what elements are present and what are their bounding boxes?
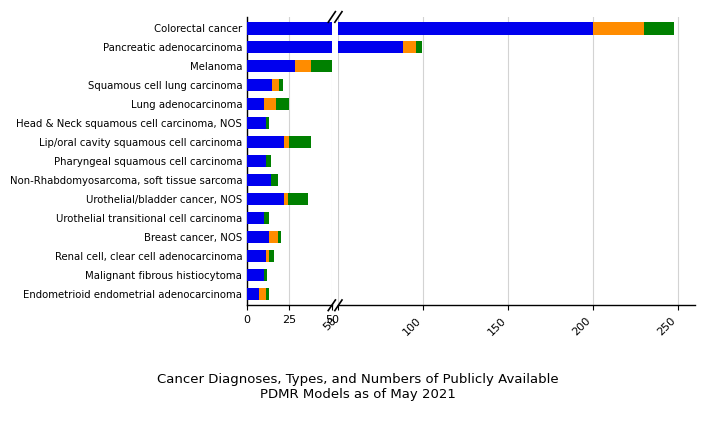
Bar bbox=[266, 250, 269, 262]
Bar bbox=[247, 22, 332, 34]
Bar bbox=[253, 288, 266, 300]
Bar bbox=[271, 269, 274, 281]
Bar bbox=[253, 136, 291, 148]
Bar bbox=[247, 231, 269, 243]
Bar bbox=[266, 288, 272, 300]
Bar bbox=[276, 250, 281, 262]
Bar bbox=[253, 98, 271, 110]
Bar bbox=[272, 288, 276, 300]
Bar bbox=[284, 136, 289, 148]
Bar bbox=[266, 288, 269, 300]
Bar bbox=[294, 60, 311, 73]
Bar bbox=[278, 231, 281, 243]
Bar bbox=[318, 60, 339, 73]
Bar bbox=[247, 269, 264, 281]
Bar bbox=[277, 174, 284, 186]
Bar bbox=[403, 41, 417, 53]
Bar bbox=[253, 193, 291, 205]
Bar bbox=[282, 98, 296, 110]
Bar bbox=[264, 269, 267, 281]
Bar bbox=[291, 136, 296, 148]
Bar bbox=[286, 79, 289, 92]
Bar bbox=[247, 174, 271, 186]
Bar bbox=[644, 22, 674, 34]
Bar bbox=[266, 155, 271, 167]
Bar bbox=[253, 155, 272, 167]
Bar bbox=[253, 250, 272, 262]
Bar bbox=[247, 288, 259, 300]
Bar bbox=[301, 60, 318, 73]
Bar bbox=[269, 231, 278, 243]
Bar bbox=[271, 98, 282, 110]
Bar bbox=[272, 155, 277, 167]
Bar bbox=[279, 79, 283, 92]
Bar bbox=[247, 117, 266, 129]
Bar bbox=[271, 212, 276, 224]
Bar bbox=[253, 22, 593, 34]
Bar bbox=[272, 117, 276, 129]
Bar bbox=[253, 212, 271, 224]
Bar bbox=[253, 117, 272, 129]
Bar bbox=[271, 174, 278, 186]
Bar bbox=[253, 269, 271, 281]
Bar bbox=[264, 98, 276, 110]
Bar bbox=[289, 136, 311, 148]
Bar bbox=[253, 79, 279, 92]
Bar bbox=[247, 250, 266, 262]
Bar bbox=[291, 193, 294, 205]
Legend: #PDXs, #PDOrgs, #PDCs: #PDXs, #PDOrgs, #PDCs bbox=[388, 171, 483, 236]
Bar bbox=[296, 136, 318, 148]
Bar bbox=[272, 250, 276, 262]
Bar bbox=[259, 288, 266, 300]
Bar bbox=[279, 79, 286, 92]
Bar bbox=[247, 98, 264, 110]
Bar bbox=[276, 231, 284, 243]
Bar bbox=[593, 22, 644, 34]
Bar bbox=[294, 193, 314, 205]
Bar bbox=[247, 79, 273, 92]
Bar bbox=[247, 155, 266, 167]
Bar bbox=[417, 41, 422, 53]
Bar bbox=[284, 193, 288, 205]
Bar bbox=[288, 193, 308, 205]
Bar bbox=[264, 212, 269, 224]
Bar bbox=[266, 117, 269, 129]
Bar bbox=[269, 250, 274, 262]
Bar bbox=[253, 41, 403, 53]
Bar bbox=[247, 41, 332, 53]
Bar bbox=[247, 212, 264, 224]
Bar bbox=[311, 60, 332, 73]
Bar bbox=[247, 60, 294, 73]
Text: Cancer Diagnoses, Types, and Numbers of Publicly Available
PDMR Models as of May: Cancer Diagnoses, Types, and Numbers of … bbox=[158, 373, 558, 401]
Bar bbox=[253, 60, 301, 73]
Bar bbox=[247, 136, 284, 148]
Bar bbox=[276, 98, 289, 110]
Bar bbox=[284, 231, 288, 243]
Bar bbox=[253, 174, 277, 186]
Bar bbox=[273, 79, 279, 92]
Bar bbox=[253, 231, 276, 243]
Bar bbox=[247, 193, 284, 205]
